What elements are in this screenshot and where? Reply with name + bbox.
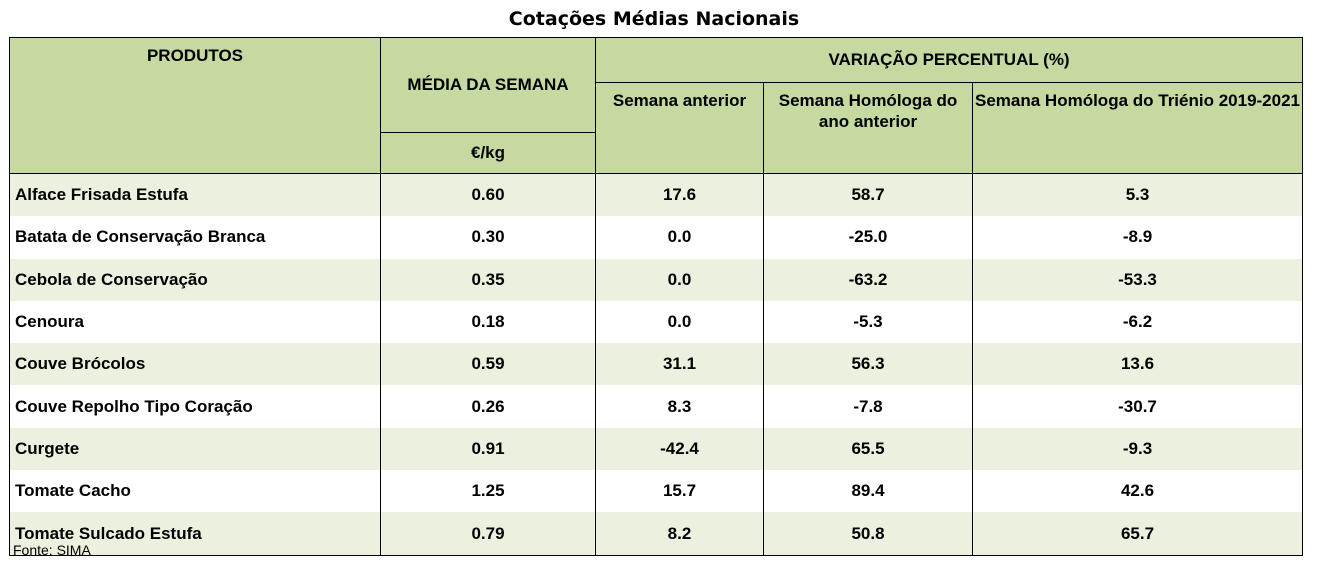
previous-year-change: -5.3 <box>763 300 973 344</box>
weekly-average: 0.91 <box>380 427 596 471</box>
weekly-average: 0.59 <box>380 343 596 386</box>
product-name: Cenoura <box>9 300 381 344</box>
weekly-average: 0.30 <box>380 216 596 259</box>
header-unit: €/kg <box>380 132 596 174</box>
weekly-average: 0.35 <box>380 258 596 301</box>
table-row: Couve Repolho Tipo Coração 0.26 8.3 -7.8… <box>9 385 1304 428</box>
weekly-average: 0.18 <box>380 300 596 344</box>
source-note: Fonte: SIMA <box>13 542 91 558</box>
product-name: Alface Frisada Estufa <box>9 173 381 217</box>
previous-week-change: 17.6 <box>595 173 764 217</box>
triennium-change: 42.6 <box>971 470 1304 513</box>
weekly-average: 0.79 <box>380 512 596 556</box>
triennium-change: -30.7 <box>971 385 1304 428</box>
table-header: PRODUTOS MÉDIA DA SEMANA VARIAÇÃO PERCEN… <box>9 37 1304 174</box>
previous-year-change: -25.0 <box>763 216 973 259</box>
header-semana-homologa-ano: Semana Homóloga do ano anterior <box>763 82 973 174</box>
previous-week-change: 0.0 <box>595 216 764 259</box>
table-row: Tomate Sulcado Estufa 0.79 8.2 50.8 65.7 <box>9 512 1304 556</box>
triennium-change: 13.6 <box>971 343 1304 386</box>
previous-year-change: 65.5 <box>763 427 973 471</box>
previous-year-change: 58.7 <box>763 173 973 217</box>
product-name: Curgete <box>9 427 381 471</box>
weekly-average: 1.25 <box>380 470 596 513</box>
header-media-semana: MÉDIA DA SEMANA <box>380 37 596 133</box>
product-name: Batata de Conservação Branca <box>9 216 381 259</box>
table-row: Batata de Conservação Branca 0.30 0.0 -2… <box>9 216 1304 259</box>
header-variacao-percentual: VARIAÇÃO PERCENTUAL (%) <box>594 37 1304 83</box>
previous-week-change: 15.7 <box>595 470 764 513</box>
triennium-change: -8.9 <box>971 216 1304 259</box>
triennium-change: 65.7 <box>971 512 1304 556</box>
previous-week-change: -42.4 <box>595 427 764 471</box>
table-row: Curgete 0.91 -42.4 65.5 -9.3 <box>9 427 1304 471</box>
product-name: Tomate Sulcado Estufa <box>9 512 381 556</box>
previous-week-change: 0.0 <box>595 300 764 344</box>
previous-week-change: 8.2 <box>595 512 764 556</box>
previous-week-change: 31.1 <box>595 343 764 386</box>
triennium-change: 5.3 <box>971 173 1304 217</box>
previous-year-change: 89.4 <box>763 470 973 513</box>
header-produtos: PRODUTOS <box>9 37 381 174</box>
previous-year-change: -7.8 <box>763 385 973 428</box>
price-table: PRODUTOS MÉDIA DA SEMANA VARIAÇÃO PERCEN… <box>9 37 1304 556</box>
table-row: Cebola de Conservação 0.35 0.0 -63.2 -53… <box>9 258 1304 301</box>
previous-year-change: 56.3 <box>763 343 973 386</box>
table-row: Cenoura 0.18 0.0 -5.3 -6.2 <box>9 300 1304 344</box>
previous-year-change: -63.2 <box>763 258 973 301</box>
header-semana-anterior: Semana anterior <box>595 82 764 174</box>
previous-week-change: 0.0 <box>595 258 764 301</box>
header-semana-homologa-trienio: Semana Homóloga do Triénio 2019-2021 <box>971 82 1304 174</box>
weekly-average: 0.60 <box>380 173 596 217</box>
table-row: Alface Frisada Estufa 0.60 17.6 58.7 5.3 <box>9 173 1304 217</box>
triennium-change: -9.3 <box>971 427 1304 471</box>
product-name: Cebola de Conservação <box>9 258 381 301</box>
table-body: Alface Frisada Estufa 0.60 17.6 58.7 5.3… <box>9 173 1304 556</box>
table-row: Couve Brócolos 0.59 31.1 56.3 13.6 <box>9 343 1304 386</box>
triennium-change: -53.3 <box>971 258 1304 301</box>
weekly-average: 0.26 <box>380 385 596 428</box>
product-name: Tomate Cacho <box>9 470 381 513</box>
table-row: Tomate Cacho 1.25 15.7 89.4 42.6 <box>9 470 1304 513</box>
product-name: Couve Repolho Tipo Coração <box>9 385 381 428</box>
previous-year-change: 50.8 <box>763 512 973 556</box>
product-name: Couve Brócolos <box>9 343 381 386</box>
table-title: Cotações Médias Nacionais <box>508 8 800 30</box>
triennium-change: -6.2 <box>971 300 1304 344</box>
previous-week-change: 8.3 <box>595 385 764 428</box>
